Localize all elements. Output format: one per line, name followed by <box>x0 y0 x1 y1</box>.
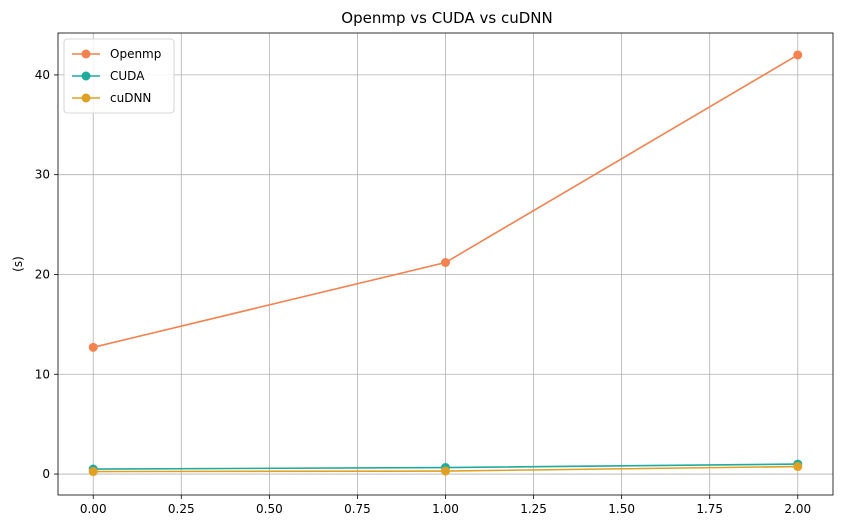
grid <box>58 33 833 495</box>
legend-marker-cuda <box>81 71 91 81</box>
chart-title: Openmp vs CUDA vs cuDNN <box>341 9 552 27</box>
legend-label-cudnn: cuDNN <box>110 91 151 105</box>
x-tick-label: 0.50 <box>256 502 283 516</box>
axis-ticks: 0.00 0.25 0.50 0.75 1.00 1.25 1.50 1.75 2.00 0 10 2… <box>35 68 811 516</box>
legend-marker-cudnn <box>81 93 91 103</box>
data-point-openmp <box>793 50 803 60</box>
x-tick-label: 1.25 <box>520 502 547 516</box>
series-layer <box>88 50 803 477</box>
y-tick-label: 40 <box>35 68 50 82</box>
data-point-cudnn <box>88 467 98 477</box>
x-tick-label: 1.00 <box>432 502 459 516</box>
y-axis-label: (s) <box>11 256 25 272</box>
x-tick-label: 0.75 <box>344 502 371 516</box>
x-tick-label: 1.50 <box>608 502 635 516</box>
data-point-openmp <box>88 342 98 352</box>
y-tick-label: 20 <box>35 267 50 281</box>
data-point-cudnn <box>441 466 450 476</box>
legend-marker-openmp <box>81 49 91 59</box>
x-tick-label: 1.75 <box>696 502 723 516</box>
legend-label-cuda: CUDA <box>110 69 145 83</box>
y-tick-label: 0 <box>42 467 50 481</box>
x-tick-label: 2.00 <box>784 502 811 516</box>
y-tick-label: 30 <box>35 168 50 182</box>
legend-label-openmp: Openmp <box>110 47 161 61</box>
data-point-openmp <box>441 258 450 268</box>
y-tick-label: 10 <box>35 367 50 381</box>
x-tick-label: 0.25 <box>168 502 195 516</box>
x-tick-label: 0.00 <box>80 502 107 516</box>
data-point-cudnn <box>793 462 803 472</box>
legend-box <box>63 38 175 114</box>
legend: Openmp CUDA cuDNN <box>63 38 175 114</box>
